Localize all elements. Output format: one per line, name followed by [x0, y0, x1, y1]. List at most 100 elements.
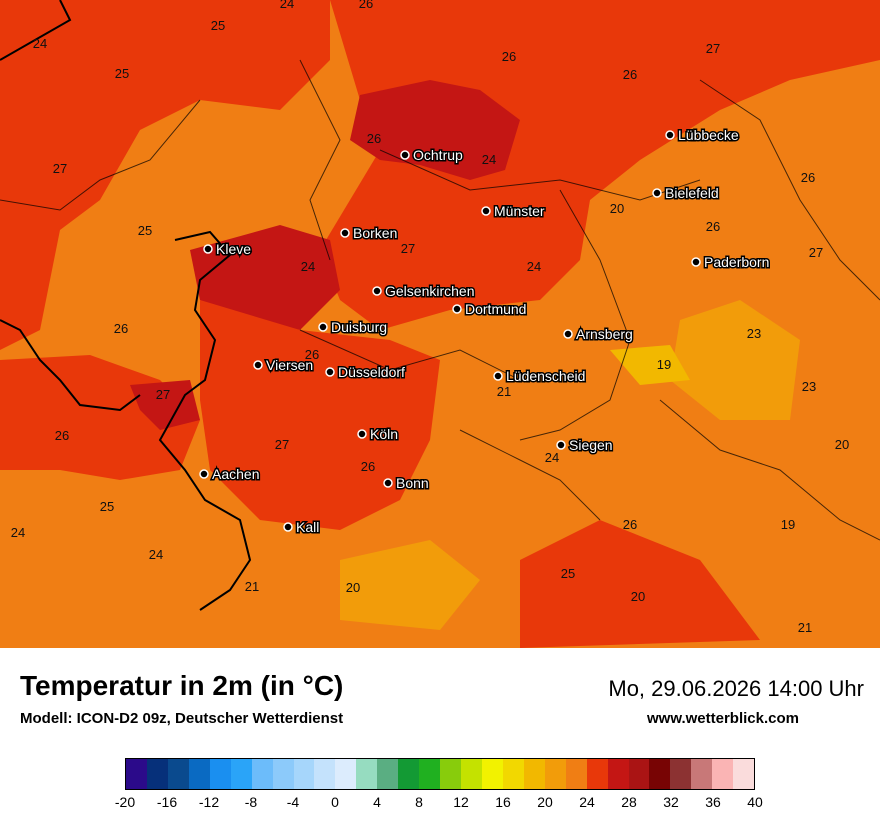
- city-münster: Münster: [481, 202, 546, 221]
- temperature-value: 26: [359, 0, 373, 11]
- legend-color-step: [398, 759, 420, 789]
- legend-tick-label: -12: [198, 794, 220, 810]
- city-dot: [400, 150, 410, 160]
- temp-region-sauerland: [670, 300, 800, 420]
- city-arnsberg: Arnsberg: [563, 325, 634, 344]
- district-border-4: [299, 329, 521, 381]
- city-dot: [372, 286, 382, 296]
- temperature-value: 21: [245, 579, 259, 594]
- map-title: Temperatur in 2m (in °C): [20, 670, 344, 701]
- city-dortmund: Dortmund: [452, 300, 528, 319]
- temperature-value: 21: [497, 384, 511, 399]
- legend-color-step: [502, 759, 524, 789]
- temp-region-west-north: [0, 0, 330, 350]
- city-label: Viersen: [266, 357, 313, 373]
- city-label: Düsseldorf: [338, 364, 405, 380]
- temperature-value: 24: [33, 36, 47, 51]
- temperature-value: 25: [115, 66, 129, 81]
- legend-color-step: [356, 759, 378, 789]
- temperature-value: 26: [367, 131, 381, 146]
- temperature-value: 21: [798, 620, 812, 635]
- city-dot: [283, 522, 293, 532]
- temperature-map: Ochtrup Lübbecke Bielefeld Münster Borken Kle…: [0, 0, 880, 648]
- legend-color-step: [628, 759, 650, 789]
- city-bonn: Bonn: [383, 474, 430, 493]
- temperature-value: 23: [802, 379, 816, 394]
- country-borders: [0, 0, 252, 611]
- temperature-value: 26: [801, 170, 815, 185]
- temperature-value: 27: [401, 241, 415, 256]
- district-border-6: [699, 79, 880, 301]
- temperature-value: 27: [156, 387, 170, 402]
- legend-color-step: [523, 759, 545, 789]
- city-label: Arnsberg: [576, 326, 633, 342]
- legend-tick-label: 32: [663, 794, 679, 810]
- border-nl-north: [0, 0, 72, 61]
- legend-color-step: [377, 759, 399, 789]
- temperature-value: 25: [138, 223, 152, 238]
- model-info: Modell: ICON-D2 09z, Deutscher Wetterdie…: [20, 710, 344, 727]
- temperature-value: 24: [301, 259, 315, 274]
- legend-tick-label: 20: [537, 794, 553, 810]
- temperature-value: 25: [561, 566, 575, 581]
- city-label: Paderborn: [704, 254, 769, 270]
- legend-color-step: [544, 759, 566, 789]
- city-gelsenkirchen: Gelsenkirchen: [372, 282, 476, 301]
- temperature-value: 26: [114, 321, 128, 336]
- temp-region-cool-winterberg: [610, 345, 690, 385]
- city-dot: [318, 322, 328, 332]
- temperature-value: 27: [275, 437, 289, 452]
- city-label: Siegen: [569, 437, 613, 453]
- legend-color-step: [481, 759, 503, 789]
- city-label: Lübbecke: [678, 127, 739, 143]
- temperature-value: 26: [706, 219, 720, 234]
- legend-color-step: [565, 759, 587, 789]
- legend-color-step: [461, 759, 482, 789]
- legend-color-step: [188, 759, 210, 789]
- legend-color-step: [209, 759, 231, 789]
- city-dot: [452, 304, 462, 314]
- temperature-value: 26: [361, 459, 375, 474]
- legend-tick-label: 8: [415, 794, 423, 810]
- legend-color-step: [146, 759, 168, 789]
- legend-tick-label: 28: [621, 794, 637, 810]
- district-border-5: [459, 429, 601, 521]
- temperature-value: 20: [346, 580, 360, 595]
- city-label: Bonn: [396, 475, 429, 491]
- temp-region-rhine: [200, 300, 440, 530]
- legend-color-step: [335, 759, 357, 789]
- temperature-value: 23: [747, 326, 761, 341]
- footer: Temperatur in 2m (in °C) Modell: ICON-D2…: [0, 648, 880, 830]
- legend-color-step: [314, 759, 336, 789]
- temp-region-eifel: [340, 540, 480, 630]
- city-label: Lüdenscheid: [506, 368, 585, 384]
- map-canvas: Ochtrup Lübbecke Bielefeld Münster Borken Kle…: [0, 0, 880, 648]
- city-kleve: Kleve: [203, 240, 253, 259]
- temperature-value: 24: [280, 0, 294, 11]
- legend-color-step: [126, 759, 147, 789]
- temperature-value: 26: [623, 517, 637, 532]
- website-link[interactable]: www.wetterblick.com: [647, 710, 799, 727]
- legend-tick-label: 12: [453, 794, 469, 810]
- legend-tick-label: 40: [747, 794, 763, 810]
- temperature-value: 27: [706, 41, 720, 56]
- legend-tick-label: -20: [114, 794, 136, 810]
- temperature-value: 26: [305, 347, 319, 362]
- city-label: Kleve: [216, 241, 251, 257]
- city-dot: [493, 371, 503, 381]
- temperature-value: 26: [55, 428, 69, 443]
- legend-tick-label: -8: [244, 794, 258, 810]
- legend-color-step: [712, 759, 734, 789]
- city-dot: [199, 469, 209, 479]
- legend-tick-label: 24: [579, 794, 595, 810]
- city-dot: [481, 206, 491, 216]
- district-border-7: [0, 99, 201, 211]
- legend-tick-label: -4: [286, 794, 300, 810]
- city-dot: [203, 244, 213, 254]
- legend-tick-label: 16: [495, 794, 511, 810]
- city-dot: [665, 130, 675, 140]
- city-label: Dortmund: [465, 301, 526, 317]
- city-duisburg: Duisburg: [318, 318, 389, 337]
- legend-tick-label: 36: [705, 794, 721, 810]
- legend-color-step: [670, 759, 692, 789]
